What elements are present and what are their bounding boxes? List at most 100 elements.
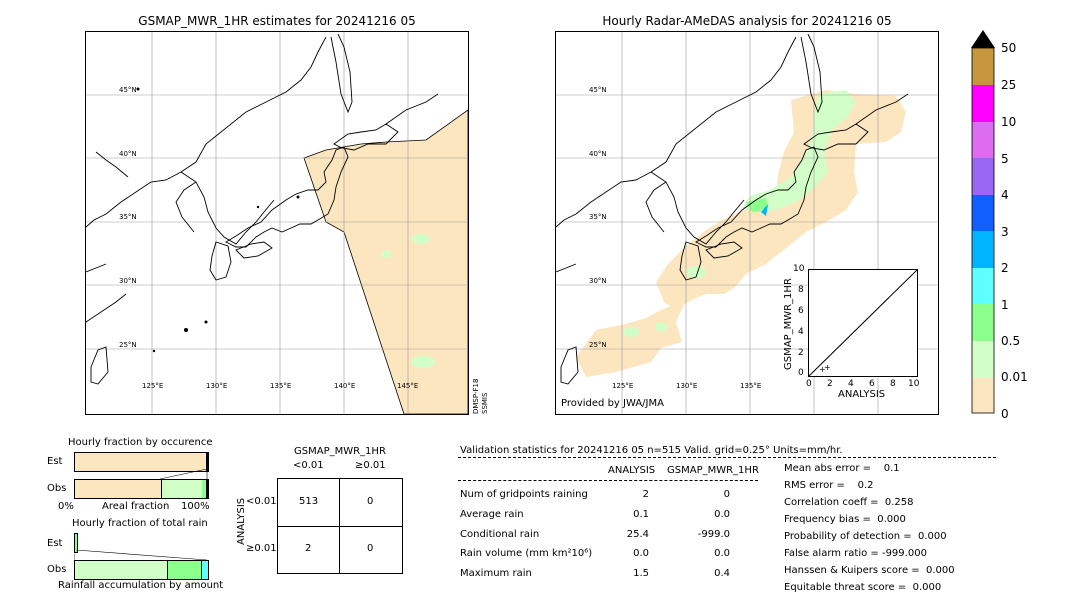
- validation-row-label: Maximum rain: [460, 568, 532, 579]
- cbar-4: 4: [1001, 188, 1009, 202]
- colorbar-canvas: [971, 30, 995, 414]
- validation-row-analysis: 2: [642, 489, 649, 500]
- total-rain-obs-bar: [74, 560, 209, 580]
- scatter-xtick-0: 0: [806, 379, 812, 389]
- contingency-grid: [277, 478, 403, 574]
- occurrence-obs-label: Obs: [47, 483, 67, 494]
- cbar-10: 10: [1001, 115, 1017, 129]
- score-correlation: Correlation coeff = 0.258: [784, 497, 914, 508]
- right-map-canvas: [556, 32, 938, 414]
- total-rain-connector: [74, 550, 208, 561]
- score-mean-abs-error: Mean abs error = 0.1: [784, 463, 900, 474]
- right-lat-40: 40°N: [589, 150, 607, 158]
- score-pod: Probability of detection = 0.000: [784, 531, 947, 542]
- cbar-5: 5: [1001, 152, 1009, 166]
- left-map-canvas: [86, 32, 468, 414]
- contingency-cell-2-1: 2: [305, 543, 312, 554]
- total-rain-est-label: Est: [47, 538, 63, 549]
- score-far: False alarm ratio = -999.000: [784, 548, 927, 559]
- scatter-canvas: + +: [808, 269, 918, 377]
- total-rain-xlabel: Rainfall accumulation by amount: [58, 580, 224, 591]
- scatter-ytick-0: 0: [798, 368, 804, 378]
- left-lon-135: 135°E: [270, 382, 292, 390]
- contingency-col2: ≥0.01: [355, 460, 386, 471]
- validation-divider: [458, 457, 996, 458]
- right-lat-35: 35°N: [589, 213, 607, 221]
- score-hk: Hanssen & Kuipers score = 0.000: [784, 565, 955, 576]
- right-lon-135: 135°E: [740, 382, 762, 390]
- validation-row-analysis: 0.0: [633, 548, 649, 559]
- scatter-ytick-6: 6: [798, 306, 804, 316]
- scatter-ytick-8: 8: [798, 285, 804, 295]
- left-lat-45: 45°N: [119, 86, 137, 94]
- cbar-0-01: 0.01: [1001, 370, 1028, 384]
- score-frequency-bias: Frequency bias = 0.000: [784, 514, 906, 525]
- validation-row-label: Conditional rain: [460, 529, 540, 540]
- contingency-col1: <0.01: [293, 460, 324, 471]
- scatter-xtick-4: 4: [848, 379, 854, 389]
- scatter-xtick-6: 6: [869, 379, 875, 389]
- data-credit: Provided by JWA/JMA: [561, 398, 664, 409]
- cbar-0: 0: [1001, 407, 1009, 421]
- validation-table-divider: [458, 480, 758, 481]
- validation-row-analysis: 25.4: [626, 529, 649, 540]
- occurrence-est-bar: [74, 452, 209, 472]
- score-rms-error: RMS error = 0.2: [784, 480, 874, 491]
- validation-row-gsmap: -999.0: [697, 529, 730, 540]
- validation-row-gsmap: 0.0: [714, 509, 730, 520]
- left-map: [85, 31, 469, 415]
- contingency-cell-2-2: 0: [367, 543, 374, 554]
- colorbar: [971, 30, 995, 414]
- contingency-cell-1-2: 0: [367, 496, 374, 507]
- cbar-2: 2: [1001, 261, 1009, 275]
- right-lat-45: 45°N: [589, 86, 607, 94]
- scatter-inset: + +: [808, 269, 918, 377]
- left-map-title: GSMAP_MWR_1HR estimates for 20241216 05: [138, 14, 416, 28]
- total-rain-title: Hourly fraction of total rain: [72, 518, 208, 529]
- validation-row-gsmap: 0.0: [714, 548, 730, 559]
- right-map-title: Hourly Radar-AMeDAS analysis for 2024121…: [602, 14, 892, 28]
- right-lat-25: 25°N: [589, 341, 607, 349]
- validation-row-analysis: 1.5: [633, 568, 649, 579]
- cbar-3: 3: [1001, 225, 1009, 239]
- scatter-xtick-8: 8: [890, 379, 896, 389]
- occurrence-connector: [159, 469, 208, 480]
- validation-row-label: Rain volume (mm km²10⁶): [460, 548, 593, 559]
- validation-row-analysis: 0.1: [633, 509, 649, 520]
- satellite-label: DMSP-F18 SSMIS: [472, 378, 489, 414]
- left-lon-125: 125°E: [142, 382, 164, 390]
- total-rain-obs-label: Obs: [47, 564, 67, 575]
- occurrence-left-tick: 0%: [58, 501, 74, 512]
- scatter-ytick-10: 10: [793, 264, 805, 274]
- score-ets: Equitable threat score = 0.000: [784, 582, 942, 593]
- validation-row-gsmap: 0.4: [714, 568, 730, 579]
- left-lat-35: 35°N: [119, 213, 137, 221]
- scatter-ylabel: GSMAP_MWR_1HR: [783, 278, 794, 370]
- validation-col-gsmap: GSMAP_MWR_1HR: [667, 465, 759, 476]
- validation-row-label: Average rain: [460, 509, 524, 520]
- cbar-50: 50: [1001, 41, 1017, 55]
- total-rain-est-bar: [74, 533, 78, 553]
- validation-header: Validation statistics for 20241216 05 n=…: [460, 445, 843, 456]
- validation-row-gsmap: 0: [723, 489, 730, 500]
- left-lon-145: 145°E: [397, 382, 419, 390]
- svg-text:+: +: [819, 365, 826, 374]
- left-lat-25: 25°N: [119, 341, 137, 349]
- validation-row-label: Num of gridpoints raining: [460, 489, 588, 500]
- right-lon-130: 130°E: [676, 382, 698, 390]
- right-lat-30: 30°N: [589, 277, 607, 285]
- contingency-title: GSMAP_MWR_1HR: [294, 446, 386, 457]
- scatter-ytick-4: 4: [798, 327, 804, 337]
- left-lat-40: 40°N: [119, 150, 137, 158]
- cbar-25: 25: [1001, 78, 1017, 92]
- scatter-xtick-2: 2: [827, 379, 833, 389]
- scatter-xtick-10: 10: [908, 379, 920, 389]
- occurrence-obs-bar: [74, 479, 209, 499]
- svg-text:+: +: [824, 363, 831, 372]
- cbar-0-5: 0.5: [1001, 334, 1021, 348]
- left-lon-130: 130°E: [206, 382, 228, 390]
- contingency-row2: ≥0.01: [246, 543, 277, 554]
- contingency-cell-1-1: 513: [299, 496, 319, 507]
- left-lat-30: 30°N: [119, 277, 137, 285]
- occurrence-title: Hourly fraction by occurence: [68, 437, 213, 448]
